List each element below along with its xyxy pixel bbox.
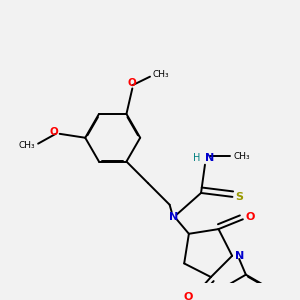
Text: O: O bbox=[184, 292, 193, 300]
Text: O: O bbox=[50, 127, 58, 137]
Text: N: N bbox=[205, 153, 214, 163]
Text: CH₃: CH₃ bbox=[18, 141, 34, 150]
Text: O: O bbox=[245, 212, 255, 222]
Text: N: N bbox=[169, 212, 178, 221]
Text: CH₃: CH₃ bbox=[153, 70, 169, 79]
Text: S: S bbox=[236, 192, 244, 202]
Text: O: O bbox=[128, 77, 137, 88]
Text: N: N bbox=[235, 251, 244, 261]
Text: CH₃: CH₃ bbox=[234, 152, 250, 160]
Text: H: H bbox=[193, 153, 200, 163]
